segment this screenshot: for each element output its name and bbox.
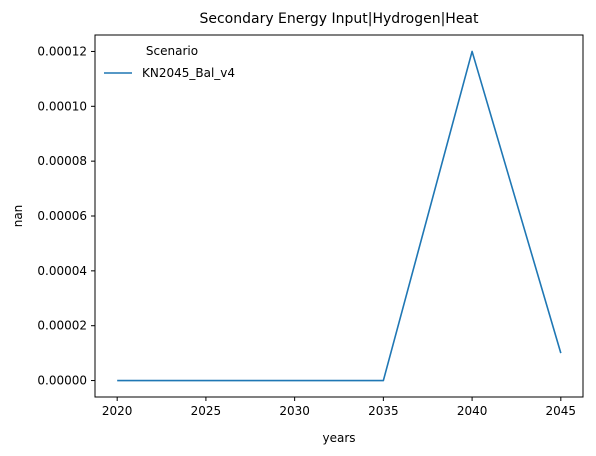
x-axis-ticks: 2020 2025 2030 2035 2040 2045 [102,397,576,418]
x-tick-label: 2020 [102,404,133,418]
y-axis-ticks: 0.00000 0.00002 0.00004 0.00006 0.00008 0.000… [37,44,95,388]
plot-frame [94,34,584,398]
y-axis-label: nan [11,205,25,228]
x-tick-label: 2035 [368,404,399,418]
series-line-0 [117,50,562,382]
y-tick-label: 0.00012 [37,44,87,58]
x-tick-label: 2045 [546,404,577,418]
y-tick-label: 0.00004 [37,264,87,278]
chart-title: Secondary Energy Input|Hydrogen|Heat [199,11,479,27]
y-tick-label: 0.00010 [37,99,87,113]
x-tick-label: 2040 [457,404,488,418]
y-tick-label: 0.00000 [37,374,87,388]
legend: Scenario KN2045_Bal_v4 [104,44,235,80]
legend-title: Scenario [146,44,198,58]
y-tick-label: 0.00002 [37,319,87,333]
y-tick-label: 0.00008 [37,154,87,168]
x-axis-label: years [322,431,355,445]
legend-label-series-0: KN2045_Bal_v4 [142,66,235,80]
plot-area [95,35,583,397]
series-layer [117,50,562,382]
y-tick-label: 0.00006 [37,209,87,223]
x-tick-label: 2025 [191,404,222,418]
x-tick-label: 2030 [279,404,310,418]
